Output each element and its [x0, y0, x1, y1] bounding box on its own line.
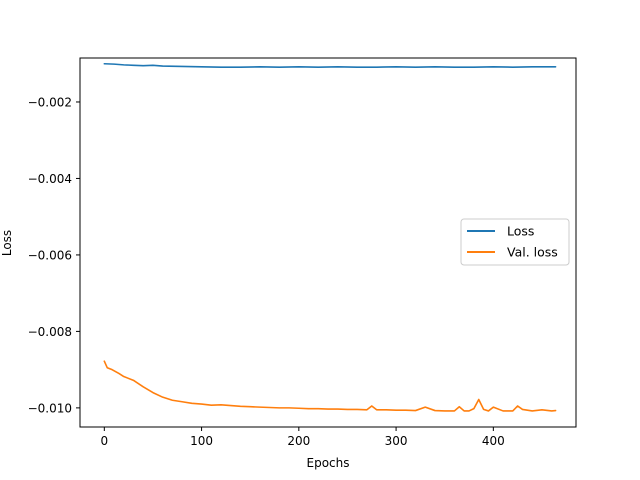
- x-tick-label: 400: [482, 434, 505, 448]
- series-line-0: [103, 62, 557, 68]
- plot-frame: [79, 57, 577, 428]
- x-axis: 0 100 200 300 400: [100, 427, 505, 448]
- x-tick-label: 200: [287, 434, 310, 448]
- legend-label-val-loss: Val. loss: [507, 245, 558, 260]
- y-tick-label: −0.010: [28, 401, 72, 415]
- series-line-1: [103, 360, 557, 412]
- x-tick-label: 100: [190, 434, 213, 448]
- y-tick-label: −0.006: [28, 248, 72, 262]
- y-axis-label: Loss: [0, 230, 14, 256]
- series-layer: [103, 62, 557, 412]
- y-tick-label: −0.004: [28, 172, 72, 186]
- legend-label-loss: Loss: [507, 224, 534, 239]
- x-tick-label: 0: [100, 434, 108, 448]
- legend: Loss Val. loss: [460, 218, 570, 266]
- y-tick-label: −0.008: [28, 325, 72, 339]
- y-tick-label: −0.002: [28, 95, 72, 109]
- y-axis: −0.002 −0.004 −0.006 −0.008 −0.010: [28, 95, 80, 415]
- x-axis-label: Epochs: [307, 456, 350, 470]
- x-tick-label: 300: [385, 434, 408, 448]
